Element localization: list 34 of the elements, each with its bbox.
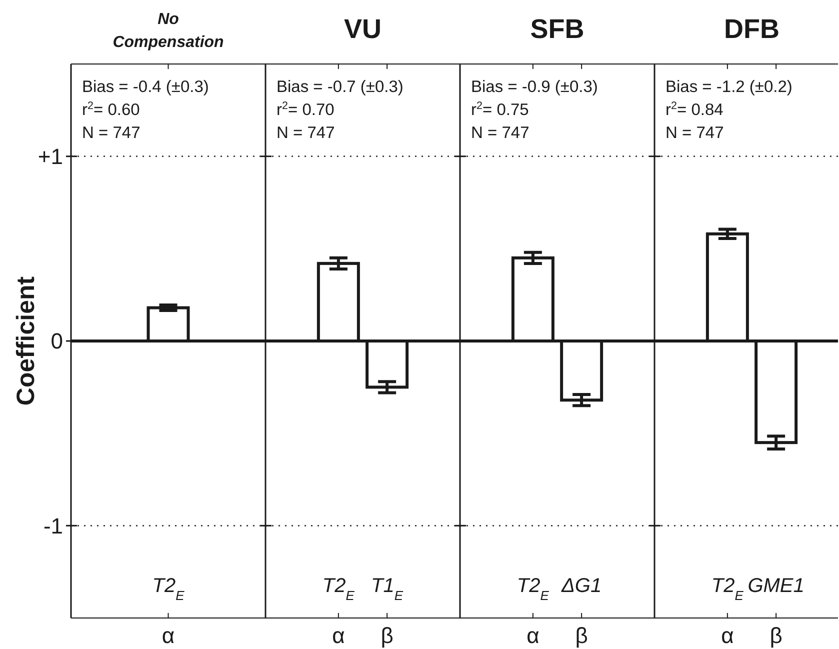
y-tick-label: -1 xyxy=(43,513,63,538)
chart-title: No Compensation xyxy=(112,11,224,51)
y-tick-label: +1 xyxy=(38,144,63,170)
annotation: N = 747 xyxy=(471,124,530,142)
annotation: T1$_{E}$ xyxy=(371,575,404,602)
x-tick-label: α xyxy=(162,623,175,648)
chart-title: SFB xyxy=(530,14,584,44)
chart-title: DFB xyxy=(724,14,780,44)
annotation: r$^{2}$= 0.84 xyxy=(666,100,724,119)
x-tick-label: β xyxy=(575,623,588,648)
x-tick-label: β xyxy=(380,623,394,648)
annotation: N = 747 xyxy=(82,124,140,142)
annotation: T2$_{E}$ xyxy=(322,575,355,602)
annotation: T2$_{E}$ xyxy=(711,575,744,602)
annotation: ΔG1 xyxy=(560,575,602,597)
y-tick-label: 0 xyxy=(50,328,63,354)
annotation: GME1 xyxy=(748,575,804,597)
chart-title: VU xyxy=(344,14,382,44)
annotation: N = 747 xyxy=(666,124,724,142)
annotation: r$^{2}$= 0.75 xyxy=(471,100,529,119)
annotation: T2$_{E}$ xyxy=(152,575,185,602)
annotation: Bias = -0.9 (±0.3) xyxy=(471,78,598,96)
x-tick-label: α xyxy=(721,623,734,648)
annotation: Bias = -0.7 (±0.3) xyxy=(276,78,404,96)
annotation: r$^{2}$= 0.70 xyxy=(276,100,334,119)
annotation: T2$_{E}$ xyxy=(516,575,550,602)
annotation: Bias = -1.2 (±0.2) xyxy=(666,78,792,96)
x-tick-label: α xyxy=(526,623,540,648)
x-tick-label: α xyxy=(332,623,346,648)
annotation: Bias = -0.4 (±0.3) xyxy=(82,78,209,96)
y-axis-title: Coefficient xyxy=(12,276,40,406)
annotation: r$^{2}$= 0.60 xyxy=(82,100,140,119)
annotation: N = 747 xyxy=(276,124,335,142)
x-tick-label: β xyxy=(770,623,782,648)
